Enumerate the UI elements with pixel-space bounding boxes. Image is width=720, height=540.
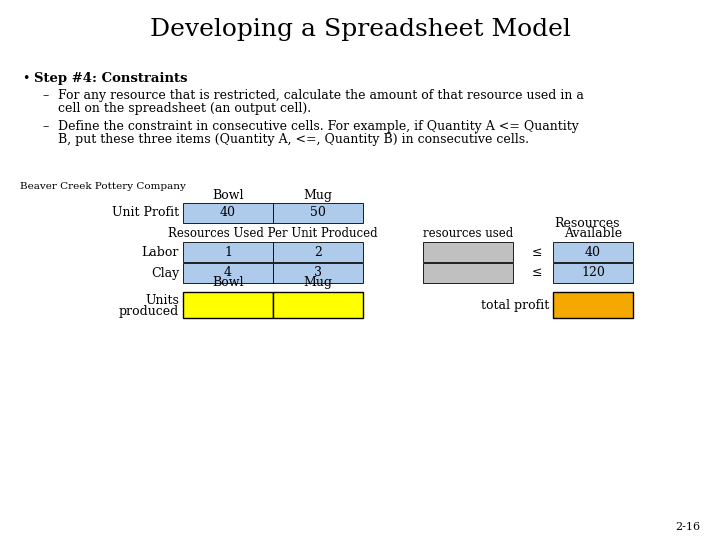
Text: total profit: total profit	[481, 299, 549, 312]
Text: Developing a Spreadsheet Model: Developing a Spreadsheet Model	[150, 18, 570, 41]
Bar	[273, 242, 363, 262]
Text: 3: 3	[314, 267, 322, 280]
Bar	[423, 263, 513, 283]
Text: 1: 1	[224, 246, 232, 259]
Bar	[183, 203, 273, 223]
Bar	[183, 242, 273, 262]
Text: 2: 2	[314, 246, 322, 259]
Text: Define the constraint in consecutive cells. For example, if Quantity A <= Quanti: Define the constraint in consecutive cel…	[58, 120, 579, 133]
Text: Bowl: Bowl	[212, 276, 244, 289]
Text: –: –	[42, 89, 48, 102]
Bar	[273, 292, 363, 318]
Text: ≤: ≤	[532, 246, 542, 259]
Text: 50: 50	[310, 206, 326, 219]
Text: Resources: Resources	[554, 217, 620, 230]
Text: 2-16: 2-16	[675, 522, 700, 532]
Text: produced: produced	[119, 305, 179, 318]
Text: cell on the spreadsheet (an output cell).: cell on the spreadsheet (an output cell)…	[58, 102, 311, 115]
Text: Units: Units	[145, 294, 179, 307]
Text: Mug: Mug	[304, 189, 333, 202]
Text: 40: 40	[220, 206, 236, 219]
Text: 40: 40	[585, 246, 601, 259]
Text: •: •	[22, 72, 30, 85]
Text: 4: 4	[224, 267, 232, 280]
Bar	[553, 242, 633, 262]
Bar	[183, 263, 273, 283]
Text: Beaver Creek Pottery Company: Beaver Creek Pottery Company	[20, 182, 186, 191]
Bar	[273, 203, 363, 223]
Text: Clay: Clay	[150, 267, 179, 280]
Text: Resources Used Per Unit Produced: Resources Used Per Unit Produced	[168, 227, 378, 240]
Text: Available: Available	[564, 227, 622, 240]
Text: For any resource that is restricted, calculate the amount of that resource used : For any resource that is restricted, cal…	[58, 89, 584, 102]
Bar	[273, 263, 363, 283]
Text: –: –	[42, 120, 48, 133]
Text: Step #4: Constraints: Step #4: Constraints	[34, 72, 187, 85]
Text: Labor: Labor	[142, 246, 179, 259]
Text: resources used: resources used	[423, 227, 513, 240]
Text: ≤: ≤	[532, 267, 542, 280]
Text: Bowl: Bowl	[212, 189, 244, 202]
Bar	[423, 242, 513, 262]
Bar	[183, 292, 273, 318]
Text: 120: 120	[581, 267, 605, 280]
Bar	[553, 292, 633, 318]
Text: Unit Profit: Unit Profit	[112, 206, 179, 219]
Text: B, put these three items (Quantity A, <=, Quantity B) in consecutive cells.: B, put these three items (Quantity A, <=…	[58, 133, 529, 146]
Text: Mug: Mug	[304, 276, 333, 289]
Bar	[553, 263, 633, 283]
